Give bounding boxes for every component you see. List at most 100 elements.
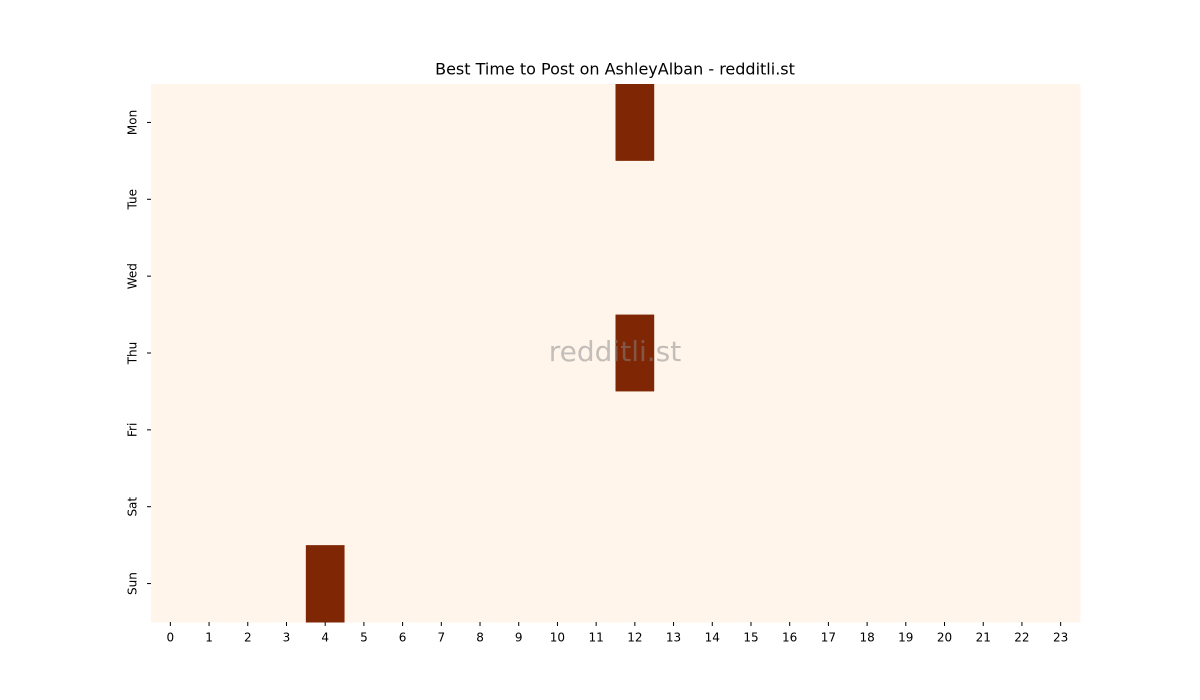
cell [305, 237, 346, 316]
cell [267, 391, 307, 469]
cell [615, 314, 655, 392]
cell [654, 84, 694, 162]
cell [576, 160, 616, 239]
cell [615, 545, 655, 623]
cell [692, 84, 733, 162]
cell [383, 314, 423, 392]
cell [267, 468, 307, 546]
cell [1002, 468, 1042, 546]
cell [615, 237, 655, 316]
heatmap-cells [151, 84, 1081, 623]
cell [1041, 391, 1081, 469]
cell [1041, 314, 1081, 392]
cell [1002, 237, 1042, 316]
cell [886, 84, 926, 162]
cell [305, 468, 346, 546]
cell [538, 545, 578, 623]
cell [654, 160, 694, 239]
cell [692, 545, 733, 623]
cell [421, 84, 462, 162]
x-tick-label: 7 [437, 631, 445, 645]
cell [267, 545, 307, 623]
cell [228, 468, 268, 546]
y-tick-label: Mon [126, 110, 140, 135]
cell [228, 314, 268, 392]
cell [538, 84, 578, 162]
cell [925, 84, 965, 162]
cell [344, 84, 384, 162]
chart-title: Best Time to Post on AshleyAlban - reddi… [435, 60, 795, 79]
cell [538, 237, 578, 316]
cell [615, 391, 655, 469]
cell [460, 468, 500, 546]
cell [189, 237, 229, 316]
cell [151, 237, 191, 316]
cell [538, 468, 578, 546]
x-tick-label: 15 [743, 631, 758, 645]
cell [692, 314, 733, 392]
cell [925, 160, 965, 239]
cell [576, 237, 616, 316]
cell [267, 237, 307, 316]
cell [151, 314, 191, 392]
x-tick-label: 1 [205, 631, 213, 645]
cell [770, 391, 810, 469]
cell [151, 84, 191, 162]
x-tick-label: 14 [705, 631, 720, 645]
y-tick-label: Sun [126, 572, 140, 595]
cell [886, 545, 926, 623]
cell [267, 160, 307, 239]
cell [886, 468, 926, 546]
cell [731, 391, 771, 469]
cell [538, 391, 578, 469]
cell [344, 314, 384, 392]
cell [809, 237, 849, 316]
cell [151, 468, 191, 546]
cell [770, 314, 810, 392]
cell [925, 391, 965, 469]
cell [692, 237, 733, 316]
cell [847, 237, 887, 316]
x-tick-label: 0 [167, 631, 175, 645]
cell [228, 545, 268, 623]
cell [383, 468, 423, 546]
cell [731, 468, 771, 546]
x-tick-label: 4 [321, 631, 329, 645]
x-tick-label: 21 [976, 631, 991, 645]
cell [847, 545, 887, 623]
cell [151, 545, 191, 623]
cell [421, 237, 462, 316]
cell [963, 160, 1004, 239]
x-tick-label: 16 [782, 631, 797, 645]
cell [344, 160, 384, 239]
cell [1041, 84, 1081, 162]
x-tick-label: 17 [821, 631, 836, 645]
cell [228, 84, 268, 162]
cell [499, 160, 539, 239]
cell [925, 545, 965, 623]
cell [1041, 237, 1081, 316]
cell [305, 160, 346, 239]
cell [886, 314, 926, 392]
cell [344, 391, 384, 469]
cell [692, 468, 733, 546]
cell [847, 314, 887, 392]
y-tick-label: Wed [126, 263, 140, 289]
cell [576, 84, 616, 162]
cell [383, 237, 423, 316]
cell [654, 237, 694, 316]
cell [1002, 545, 1042, 623]
cell [847, 160, 887, 239]
cell [499, 314, 539, 392]
cell [228, 237, 268, 316]
cell [421, 545, 462, 623]
cell [305, 545, 346, 623]
x-tick-label: 3 [283, 631, 291, 645]
x-tick-label: 19 [898, 631, 913, 645]
cell [731, 237, 771, 316]
cell [770, 545, 810, 623]
cell [963, 391, 1004, 469]
y-tick-label: Fri [126, 423, 140, 437]
cell [460, 314, 500, 392]
